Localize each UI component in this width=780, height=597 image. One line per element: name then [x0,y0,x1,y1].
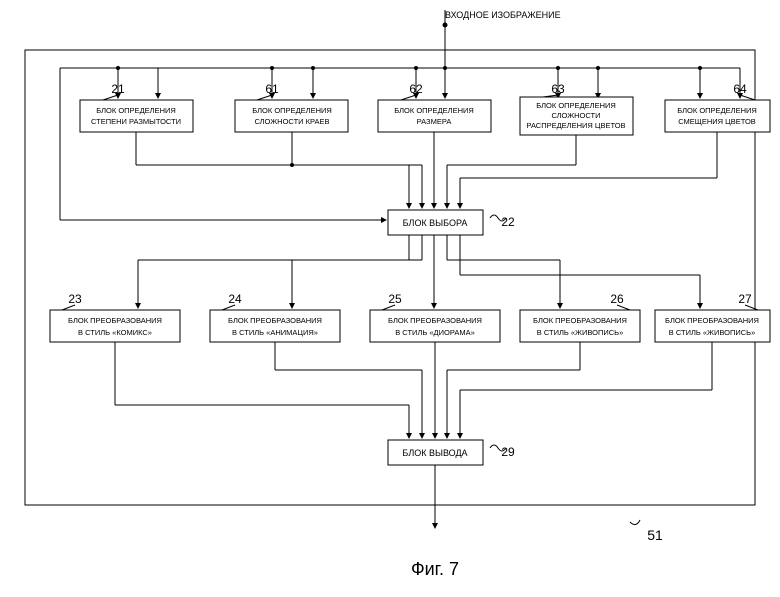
svg-text:В СТИЛЬ «ДИОРАМА»: В СТИЛЬ «ДИОРАМА» [395,328,475,337]
flowchart: ВХОДНОЕ ИЗОБРАЖЕНИЕ БЛОК ОПРЕДЕЛЕНИЯ СТЕ… [0,0,780,597]
svg-text:21: 21 [111,82,125,96]
svg-text:В СТИЛЬ «ЖИВОПИСЬ»: В СТИЛЬ «ЖИВОПИСЬ» [537,328,624,337]
svg-text:БЛОК ОПРЕДЕЛЕНИЯ: БЛОК ОПРЕДЕЛЕНИЯ [96,106,176,115]
svg-text:СЛОЖНОСТИ: СЛОЖНОСТИ [551,111,600,120]
figure-caption: Фиг. 7 [411,559,459,579]
svg-text:БЛОК ПРЕОБРАЗОВАНИЯ: БЛОК ПРЕОБРАЗОВАНИЯ [388,316,482,325]
ref-51: 51 [647,527,663,543]
svg-text:БЛОК ОПРЕДЕЛЕНИЯ: БЛОК ОПРЕДЕЛЕНИЯ [677,106,757,115]
svg-text:22: 22 [501,215,515,229]
svg-text:БЛОК ОПРЕДЕЛЕНИЯ: БЛОК ОПРЕДЕЛЕНИЯ [394,106,474,115]
svg-text:БЛОК ОПРЕДЕЛЕНИЯ: БЛОК ОПРЕДЕЛЕНИЯ [252,106,332,115]
svg-text:В СТИЛЬ «КОМИКС»: В СТИЛЬ «КОМИКС» [78,328,152,337]
svg-text:29: 29 [501,445,515,459]
svg-text:64: 64 [733,82,747,96]
svg-text:БЛОК ВЫБОРА: БЛОК ВЫБОРА [403,218,468,228]
svg-text:БЛОК ПРЕОБРАЗОВАНИЯ: БЛОК ПРЕОБРАЗОВАНИЯ [665,316,759,325]
svg-text:БЛОК ВЫВОДА: БЛОК ВЫВОДА [402,448,467,458]
svg-text:61: 61 [265,82,279,96]
svg-text:63: 63 [551,82,565,96]
svg-text:СТЕПЕНИ РАЗМЫТОСТИ: СТЕПЕНИ РАЗМЫТОСТИ [91,117,181,126]
svg-text:БЛОК ПРЕОБРАЗОВАНИЯ: БЛОК ПРЕОБРАЗОВАНИЯ [533,316,627,325]
svg-text:БЛОК ОПРЕДЕЛЕНИЯ: БЛОК ОПРЕДЕЛЕНИЯ [536,101,616,110]
svg-text:СМЕЩЕНИЯ ЦВЕТОВ: СМЕЩЕНИЯ ЦВЕТОВ [678,117,756,126]
svg-text:24: 24 [228,292,242,306]
svg-text:26: 26 [610,292,624,306]
svg-text:В СТИЛЬ «АНИМАЦИЯ»: В СТИЛЬ «АНИМАЦИЯ» [232,328,318,337]
input-label: ВХОДНОЕ ИЗОБРАЖЕНИЕ [445,10,561,20]
svg-text:62: 62 [409,82,423,96]
svg-text:РАЗМЕРА: РАЗМЕРА [417,117,452,126]
svg-text:БЛОК ПРЕОБРАЗОВАНИЯ: БЛОК ПРЕОБРАЗОВАНИЯ [68,316,162,325]
svg-text:БЛОК ПРЕОБРАЗОВАНИЯ: БЛОК ПРЕОБРАЗОВАНИЯ [228,316,322,325]
svg-text:23: 23 [68,292,82,306]
svg-text:РАСПРЕДЕЛЕНИЯ ЦВЕТОВ: РАСПРЕДЕЛЕНИЯ ЦВЕТОВ [526,121,625,130]
svg-text:СЛОЖНОСТИ КРАЕВ: СЛОЖНОСТИ КРАЕВ [254,117,329,126]
svg-text:25: 25 [388,292,402,306]
svg-text:В СТИЛЬ «ЖИВОПИСЬ»: В СТИЛЬ «ЖИВОПИСЬ» [669,328,756,337]
svg-text:27: 27 [738,292,752,306]
